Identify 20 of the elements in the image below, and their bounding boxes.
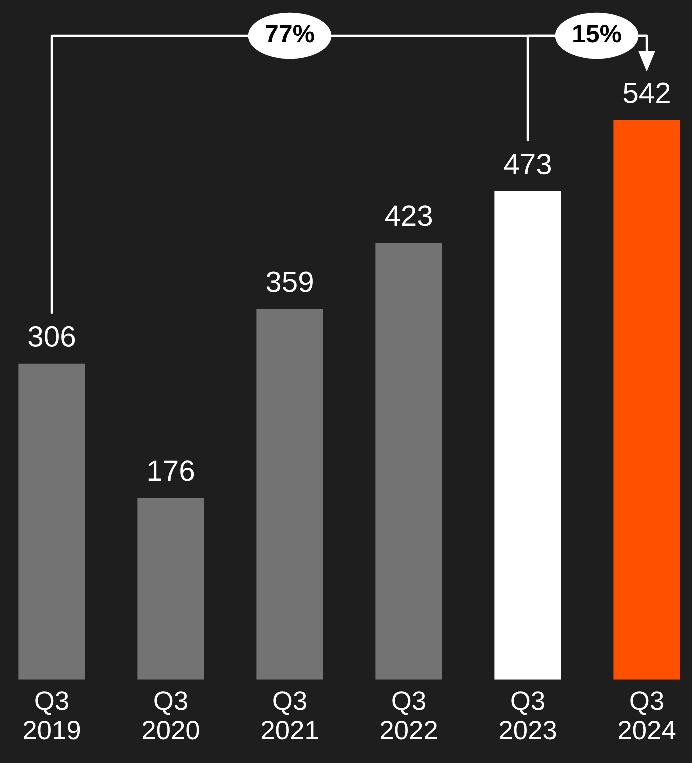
x-tick-label: Q3 2021	[262, 692, 318, 740]
data-label: 359	[266, 272, 313, 292]
text: 15%	[574, 25, 622, 43]
bar	[614, 120, 680, 680]
data-label: 542	[624, 82, 670, 104]
x-tick-label: Q3 2020	[142, 692, 200, 740]
x-tick-label: Q3 2023	[500, 692, 556, 740]
bar	[376, 243, 442, 680]
bar	[138, 498, 204, 680]
data-label: 423	[385, 206, 432, 226]
data-label: 176	[148, 460, 194, 482]
x-tick-label: Q3 2019	[24, 692, 80, 740]
bar	[256, 309, 324, 680]
bar	[494, 192, 562, 680]
data-label: 473	[504, 154, 552, 175]
x-tick-label: Q3 2022	[380, 692, 438, 740]
text: 77%	[266, 25, 314, 43]
bar	[18, 364, 86, 680]
data-label: 306	[28, 326, 76, 348]
x-tick-label: Q3 2024	[618, 692, 676, 740]
